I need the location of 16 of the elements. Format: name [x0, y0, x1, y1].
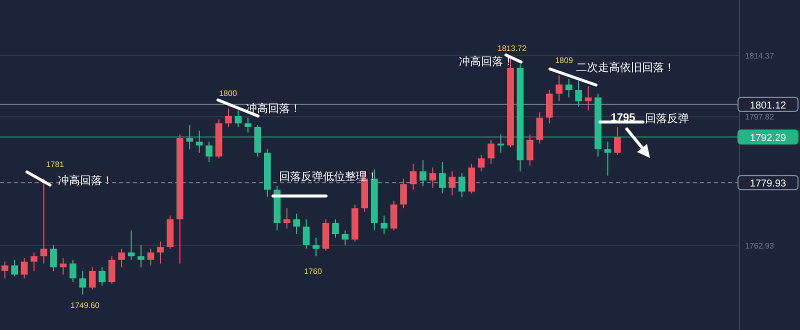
- annotation: 冲高回落！: [459, 55, 514, 68]
- annotation: 1809: [555, 56, 574, 65]
- annotation: 二次走高依旧回落！: [576, 61, 675, 74]
- annotation: 冲高回落！: [58, 174, 113, 187]
- annotation: 1813.72: [498, 44, 528, 53]
- y-tick-label: 1762.93: [745, 241, 774, 250]
- ref-line-label: 1792.29: [750, 132, 787, 144]
- annotation: 1760: [304, 267, 322, 276]
- annotation: 1800: [219, 89, 238, 98]
- ref-line-label: 1779.93: [750, 178, 787, 190]
- annotation: 1749.60: [70, 301, 100, 310]
- annotation: 1781: [46, 160, 64, 169]
- y-tick-label: 1797.82: [745, 112, 774, 122]
- annotation: 回落反弹: [645, 112, 689, 125]
- y-tick-label: 1814.37: [745, 51, 774, 60]
- ref-line-label: 1801.12: [750, 100, 787, 112]
